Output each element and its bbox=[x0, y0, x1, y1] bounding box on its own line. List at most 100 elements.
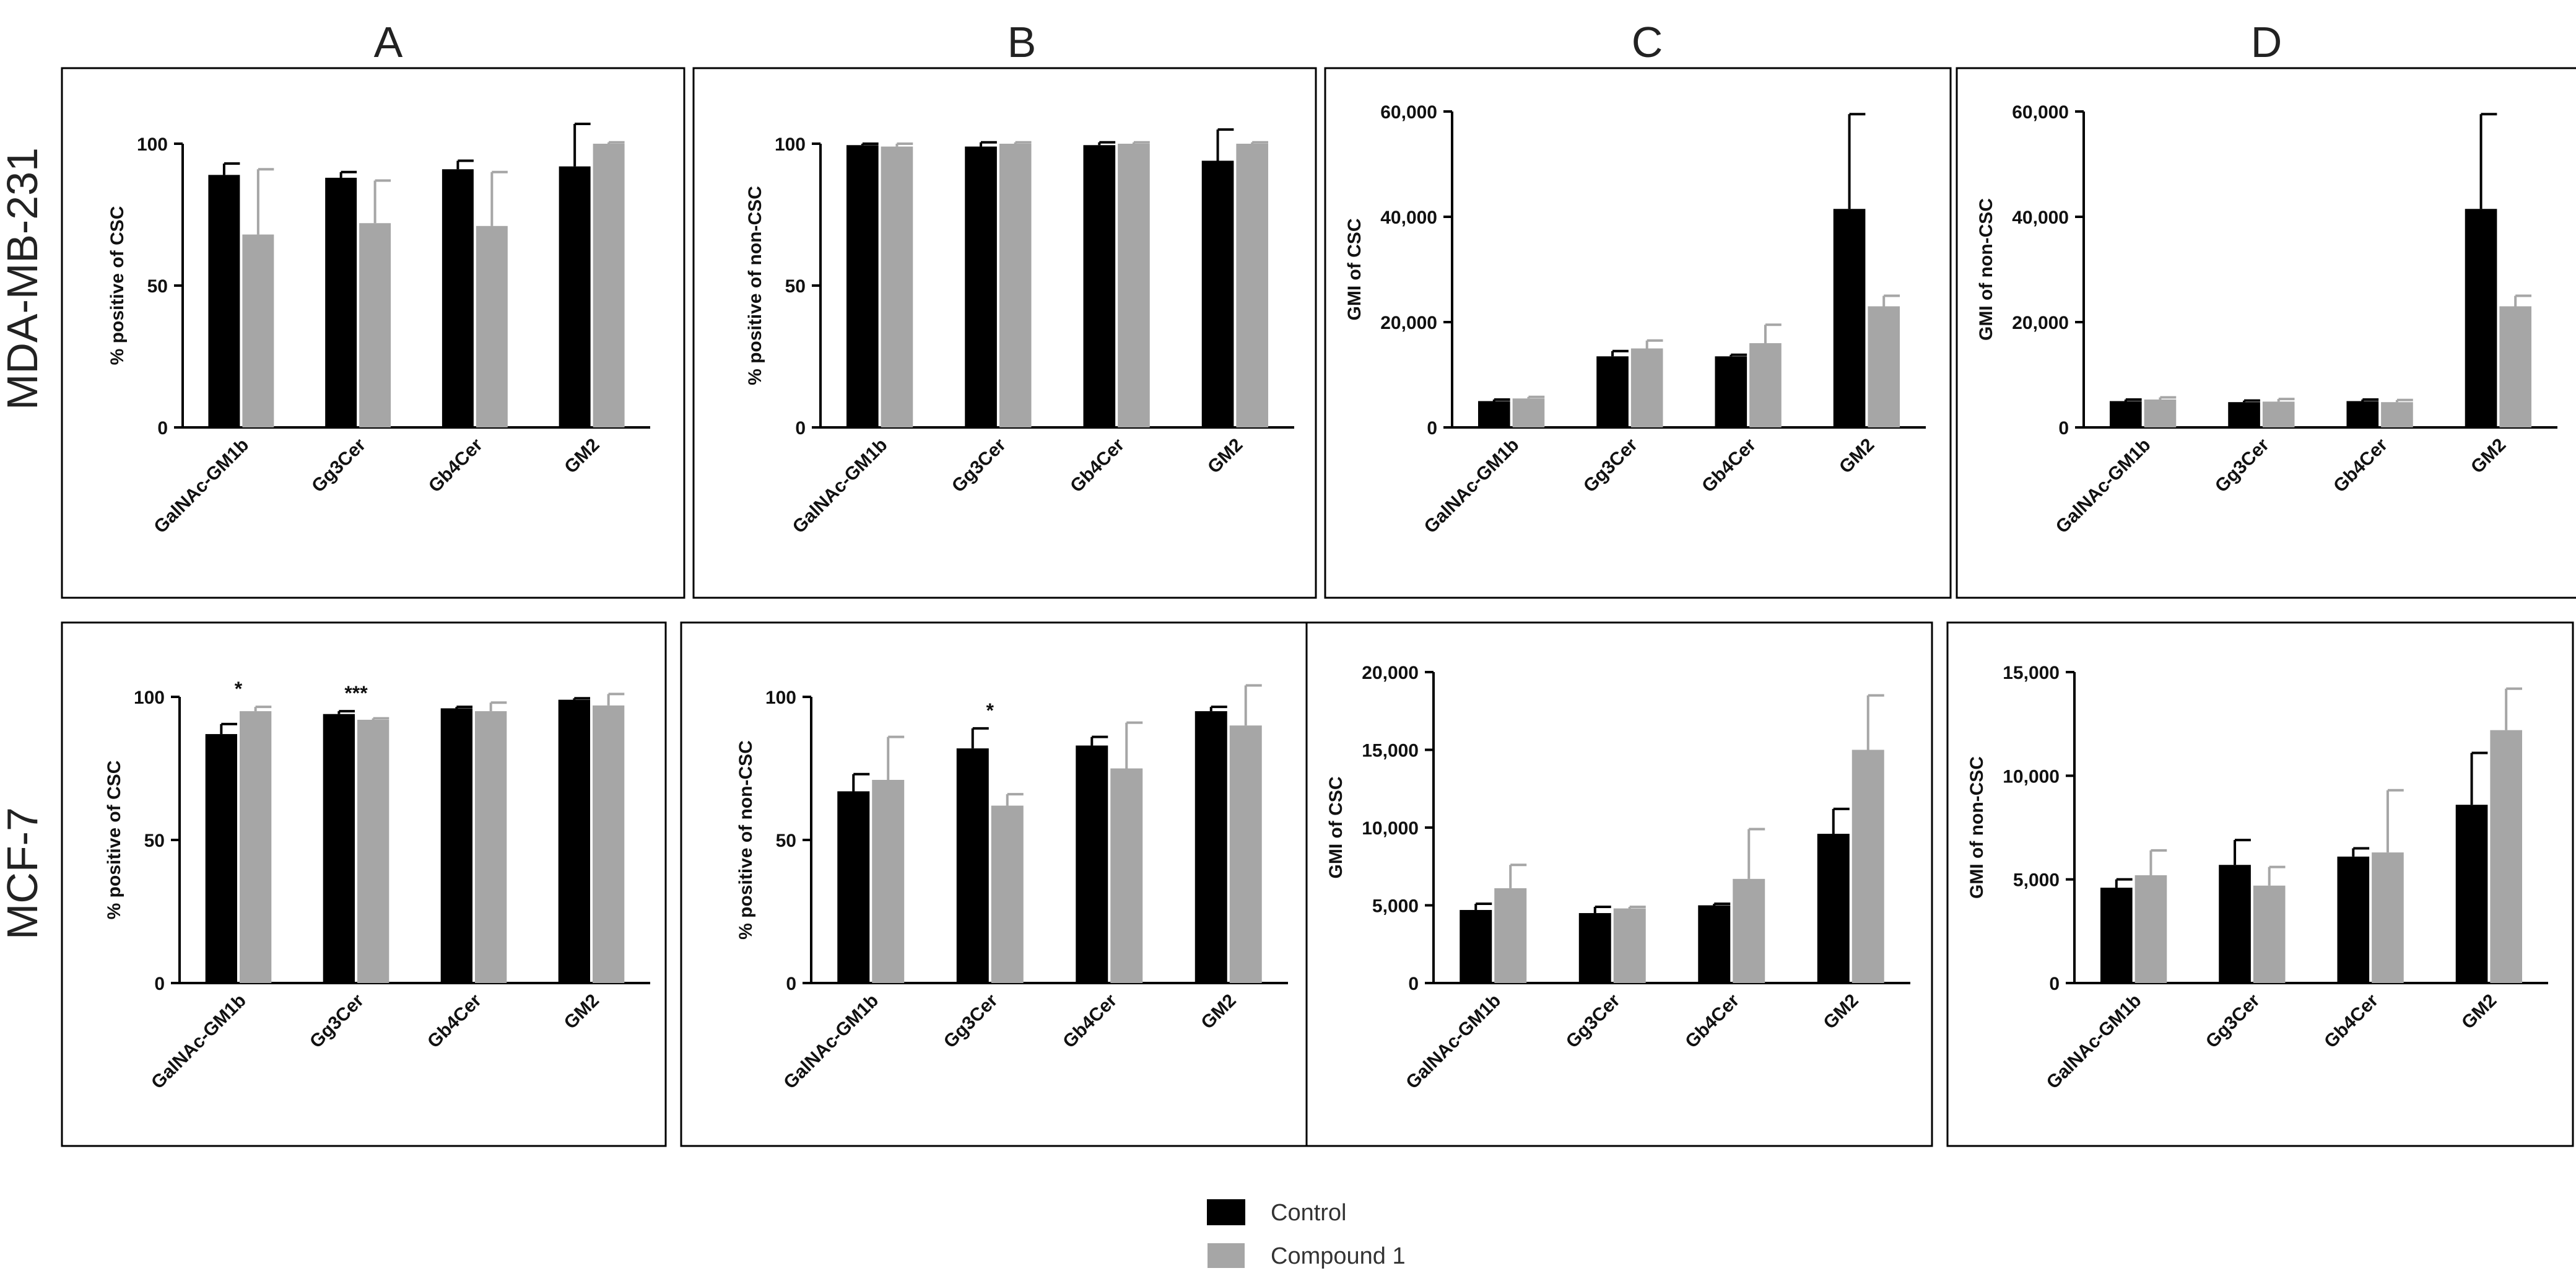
chart-mda-b: 0 50 100 % positive of non-CSC GalNAc-GM1b Gg… bbox=[745, 128, 1294, 538]
mda-b-bar-compound-1 bbox=[1118, 144, 1150, 427]
mda-a-bar-compound-1 bbox=[359, 223, 391, 427]
mcf-b-y-axis-label: % positive of non-CSC bbox=[736, 740, 756, 940]
mcf-b-category-label: GM2 bbox=[1197, 990, 1240, 1033]
row-title-mcf-7: MCF-7 bbox=[0, 807, 46, 940]
mda-a-category-label: GM2 bbox=[560, 435, 603, 478]
mcf-a-bar-compound-1 bbox=[475, 711, 507, 983]
mcf-d-category-label: GalNAc-GM1b bbox=[2043, 990, 2146, 1093]
mcf-b-bar-compound-1 bbox=[1229, 725, 1262, 983]
mda-b-bar-control bbox=[846, 145, 879, 428]
mda-c-bar-compound-1 bbox=[1512, 398, 1545, 427]
legend-swatch-compound-1 bbox=[1208, 1243, 1245, 1268]
mcf-a-bar-compound-1 bbox=[357, 719, 389, 983]
mcf-a-bar-control bbox=[205, 734, 237, 983]
mcf-c-bar-compound-1 bbox=[1852, 750, 1884, 983]
mda-a-bar-control bbox=[208, 175, 240, 427]
mcf-c-category-label: GM2 bbox=[1819, 990, 1862, 1033]
mda-d-y-tick-label: 20,000 bbox=[2012, 313, 2069, 333]
panel-frame-mcf-d bbox=[1946, 621, 2574, 1147]
panel-frame-mcf-a bbox=[61, 621, 667, 1147]
mda-c-y-axis-label: GMI of CSC bbox=[1344, 219, 1365, 321]
panel-frame-mda-a bbox=[61, 67, 685, 599]
mcf-a-significance-marker: *** bbox=[344, 682, 368, 704]
mda-d-y-tick-label: 60,000 bbox=[2012, 102, 2069, 123]
mda-c-category-label: Gg3Cer bbox=[1580, 434, 1642, 496]
mda-a-bar-control bbox=[325, 177, 357, 427]
mda-b-bar-control bbox=[965, 146, 997, 427]
mda-b-category-label: GM2 bbox=[1204, 435, 1247, 478]
mda-c-y-tick-label: 60,000 bbox=[1380, 102, 1437, 123]
mda-c-y-tick-label: 20,000 bbox=[1380, 313, 1437, 333]
mda-c-bar-control bbox=[1477, 401, 1510, 427]
mcf-c-y-tick-label: 10,000 bbox=[1362, 818, 1419, 839]
mcf-a-bar-control bbox=[440, 708, 472, 983]
mda-d-bar-control bbox=[2465, 209, 2497, 427]
panel-frame-mda-c bbox=[1324, 67, 1952, 599]
legend-label-compound-1: Compound 1 bbox=[1271, 1243, 1406, 1269]
mcf-c-y-tick-label: 0 bbox=[1408, 974, 1419, 994]
mcf-b-bar-control bbox=[956, 748, 989, 983]
mda-d-bar-control bbox=[2228, 402, 2260, 427]
mda-b-y-tick-label: 0 bbox=[795, 418, 806, 439]
mcf-d-y-tick-label: 0 bbox=[2049, 974, 2060, 994]
mda-c-y-tick-label: 40,000 bbox=[1380, 208, 1437, 228]
mda-b-bar-compound-1 bbox=[999, 144, 1032, 427]
mcf-a-y-tick-label: 50 bbox=[144, 831, 165, 851]
mcf-d-y-axis-label: GMI of non-CSC bbox=[1967, 756, 1987, 899]
mcf-b-significance-marker: * bbox=[986, 699, 994, 722]
mda-b-bar-compound-1 bbox=[1236, 144, 1269, 427]
mda-d-y-tick-label: 0 bbox=[2058, 418, 2069, 439]
mda-a-bar-compound-1 bbox=[593, 144, 625, 427]
mda-b-bar-control bbox=[1201, 160, 1234, 427]
mda-b-y-tick-label: 100 bbox=[775, 134, 806, 155]
mda-b-y-axis-label: % positive of non-CSC bbox=[745, 186, 765, 385]
mcf-b-category-label: GalNAc-GM1b bbox=[780, 990, 882, 1093]
mda-d-bar-control bbox=[2346, 401, 2379, 427]
mda-c-bar-control bbox=[1715, 356, 1747, 427]
mcf-b-y-tick-label: 0 bbox=[786, 974, 796, 994]
mcf-c-bar-compound-1 bbox=[1494, 888, 1527, 983]
chart-mda-d: 0 20,000 40,000 60,000 GMI of non-CSC GalNAc-… bbox=[1976, 102, 2557, 538]
mcf-d-bar-compound-1 bbox=[2490, 730, 2523, 983]
mda-a-bar-compound-1 bbox=[476, 225, 508, 427]
mcf-d-category-label: GM2 bbox=[2458, 990, 2500, 1033]
mda-d-bar-compound-1 bbox=[2144, 399, 2177, 427]
mda-c-bar-compound-1 bbox=[1749, 343, 1782, 427]
mcf-a-y-axis-label: % positive of CSC bbox=[104, 761, 124, 920]
mcf-c-y-tick-label: 15,000 bbox=[1362, 741, 1419, 761]
mcf-d-bar-control bbox=[2455, 805, 2488, 983]
mda-a-bar-control bbox=[442, 169, 474, 427]
legend: Control Compound 1 bbox=[1207, 1199, 1406, 1269]
mcf-b-category-label: Gg3Cer bbox=[940, 990, 1002, 1052]
mda-a-y-tick-label: 100 bbox=[137, 134, 168, 155]
mda-a-category-label: Gb4Cer bbox=[425, 434, 487, 496]
column-title-a: A bbox=[374, 18, 403, 66]
mda-a-category-label: GalNAc-GM1b bbox=[150, 435, 253, 538]
mcf-a-category-label: Gg3Cer bbox=[306, 990, 368, 1052]
mda-c-bar-control bbox=[1596, 356, 1629, 427]
mcf-c-y-tick-label: 5,000 bbox=[1372, 896, 1419, 917]
mcf-c-bar-compound-1 bbox=[1613, 908, 1646, 983]
mda-c-y-tick-label: 0 bbox=[1427, 418, 1437, 439]
legend-swatch-control bbox=[1207, 1199, 1245, 1225]
mcf-b-y-tick-label: 50 bbox=[776, 831, 796, 851]
mcf-b-bar-control bbox=[837, 791, 870, 983]
legend-label-control: Control bbox=[1271, 1200, 1347, 1226]
mcf-d-bar-compound-1 bbox=[2134, 875, 2167, 983]
mcf-a-category-label: Gb4Cer bbox=[424, 990, 485, 1052]
mda-c-category-label: GM2 bbox=[1835, 435, 1878, 478]
mda-d-category-label: Gb4Cer bbox=[2330, 434, 2391, 496]
mcf-d-y-tick-label: 5,000 bbox=[2013, 870, 2060, 891]
panel-frame-mcf-c bbox=[1305, 621, 1933, 1147]
mda-b-bar-control bbox=[1083, 145, 1116, 428]
mcf-a-y-tick-label: 0 bbox=[154, 974, 165, 994]
mcf-a-bar-control bbox=[323, 714, 355, 983]
mcf-a-significance-marker: * bbox=[235, 678, 243, 700]
mcf-c-category-label: Gb4Cer bbox=[1681, 990, 1743, 1052]
mcf-a-y-tick-label: 100 bbox=[134, 688, 165, 708]
mda-b-y-tick-label: 50 bbox=[785, 276, 806, 297]
mda-a-y-axis-label: % positive of CSC bbox=[107, 206, 128, 365]
mcf-d-bar-compound-1 bbox=[2372, 852, 2404, 983]
mcf-b-bar-control bbox=[1194, 711, 1227, 983]
